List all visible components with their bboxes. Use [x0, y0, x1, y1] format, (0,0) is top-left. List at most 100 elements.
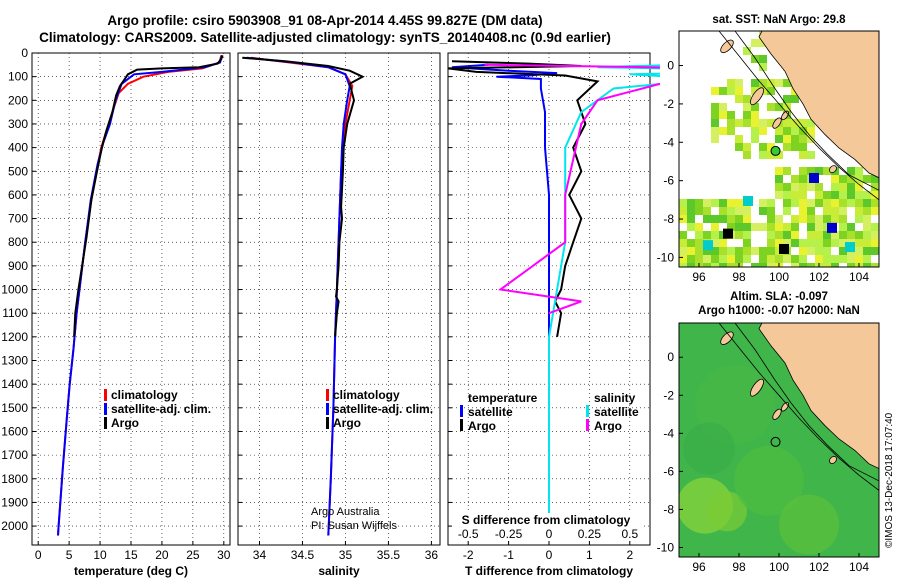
sst-cell — [751, 79, 759, 87]
p-diff-xtick-label: -2 — [463, 548, 474, 562]
p-map1-xtick-label: 96 — [692, 270, 706, 284]
sst-cell — [679, 199, 687, 207]
sst-cell — [687, 207, 695, 215]
sst-cell — [775, 183, 783, 191]
sst-cell — [727, 215, 735, 223]
sst-cell — [831, 199, 839, 207]
sst-map-panel: 96 98 100 102 104 0 -2 -4 -6 -8 -10 — [657, 30, 880, 284]
p-map1-ytick-label: 0 — [667, 59, 674, 73]
sst-cell — [799, 151, 807, 159]
sst-cell — [855, 231, 863, 239]
sst-cell — [791, 199, 799, 207]
sst-cell — [711, 199, 719, 207]
sst-cell — [815, 167, 823, 175]
sst-cell — [855, 199, 863, 207]
sst-cell — [783, 135, 791, 143]
sst-cell — [679, 247, 687, 255]
sst-cell — [871, 183, 879, 191]
sst-cell — [679, 255, 687, 263]
imos-credit: ©IMOS 13-Dec-2018 17:07:40 — [884, 412, 895, 548]
sst-cell — [799, 239, 807, 247]
sst-cell — [735, 247, 743, 255]
sst-cell — [735, 255, 743, 263]
sst-cell — [791, 191, 799, 199]
sst-cell — [807, 247, 815, 255]
p-diff-xtick-label: 1 — [586, 548, 593, 562]
sst-cell — [759, 151, 767, 159]
sst-cell — [727, 223, 735, 231]
sst-cell — [695, 223, 703, 231]
sst-cell — [711, 247, 719, 255]
sst-cell — [759, 143, 767, 151]
sst-cell — [871, 231, 879, 239]
sst-cell — [863, 215, 871, 223]
sst-cell — [823, 167, 831, 175]
sst-cell — [759, 255, 767, 263]
sst-cell — [815, 223, 823, 231]
sst-cell — [783, 167, 791, 175]
sst-cell — [823, 207, 831, 215]
p-temp-xtick-label: 15 — [124, 548, 138, 562]
sst-cell — [863, 255, 871, 263]
sst-cell — [695, 231, 703, 239]
sla-anomaly-blob — [734, 445, 804, 516]
sst-cell — [719, 255, 727, 263]
sst-cell — [703, 215, 711, 223]
p-temp-ytick-label: 1600 — [1, 424, 28, 438]
diff-legend-label: Argo — [594, 419, 622, 433]
p-temp-ytick-label: 1700 — [1, 448, 28, 462]
sst-flagged-cell — [723, 228, 733, 239]
p-map1-ytick-label: -4 — [663, 135, 674, 149]
p-temp-ytick-label: 0 — [21, 46, 28, 60]
p-diff-xtick-label: 2 — [626, 548, 633, 562]
sst-cell — [791, 215, 799, 223]
sst-cell — [863, 207, 871, 215]
sla-anomaly-blob — [707, 491, 747, 532]
sst-cell — [695, 247, 703, 255]
sst-cell — [735, 207, 743, 215]
sst-cell — [743, 207, 751, 215]
p-diff-xlabel: T difference from climatology — [465, 564, 633, 578]
temp-legend-label: climatology — [111, 388, 178, 402]
p-map1-xtick-label: 98 — [732, 270, 746, 284]
temp-legend-swatch — [104, 403, 107, 415]
sst-cell — [855, 183, 863, 191]
sst-cell — [727, 111, 735, 119]
p-sal-frame — [237, 52, 441, 546]
sst-cell — [743, 119, 751, 127]
sst-cell — [767, 207, 775, 215]
sst-cell — [711, 103, 719, 111]
sst-cell — [687, 247, 695, 255]
p-map1-content — [679, 31, 879, 267]
sst-cell — [751, 39, 759, 47]
sst-cell — [863, 239, 871, 247]
sst-cell — [783, 191, 791, 199]
sst-cell — [735, 87, 743, 95]
temp-legend-swatch — [104, 417, 107, 429]
p-map1-ytick-label: -2 — [663, 97, 674, 111]
sst-flagged-cell — [845, 242, 855, 253]
sst-cell — [695, 199, 703, 207]
p-diff-series-salinity-satellite — [548, 64, 660, 536]
p-map1-xtick-label: 100 — [769, 270, 789, 284]
sst-cell — [783, 79, 791, 87]
sst-cell — [751, 55, 759, 63]
sst-cell — [871, 247, 879, 255]
sst-cell — [791, 95, 799, 103]
sst-flagged-cell — [743, 196, 753, 207]
p-temp-ytick-label: 1300 — [1, 354, 28, 368]
sst-cell — [743, 95, 751, 103]
sst-cell — [679, 239, 687, 247]
sst-cell — [807, 239, 815, 247]
p-temp-ytick-label: 1900 — [1, 495, 28, 509]
sst-cell — [871, 263, 879, 267]
sst-cell — [759, 263, 767, 267]
sst-cell — [719, 103, 727, 111]
temp-legend-label: Argo — [111, 416, 139, 430]
sst-cell — [799, 191, 807, 199]
temperature-panel: 0 5 10 15 20 25 300100200300400500600700800900… — [1, 46, 231, 578]
sst-cell — [751, 223, 759, 231]
temp-legend-label: satellite-adj. clim. — [111, 402, 211, 416]
sst-cell — [719, 215, 727, 223]
p-map2-xtick-label: 96 — [692, 560, 706, 574]
